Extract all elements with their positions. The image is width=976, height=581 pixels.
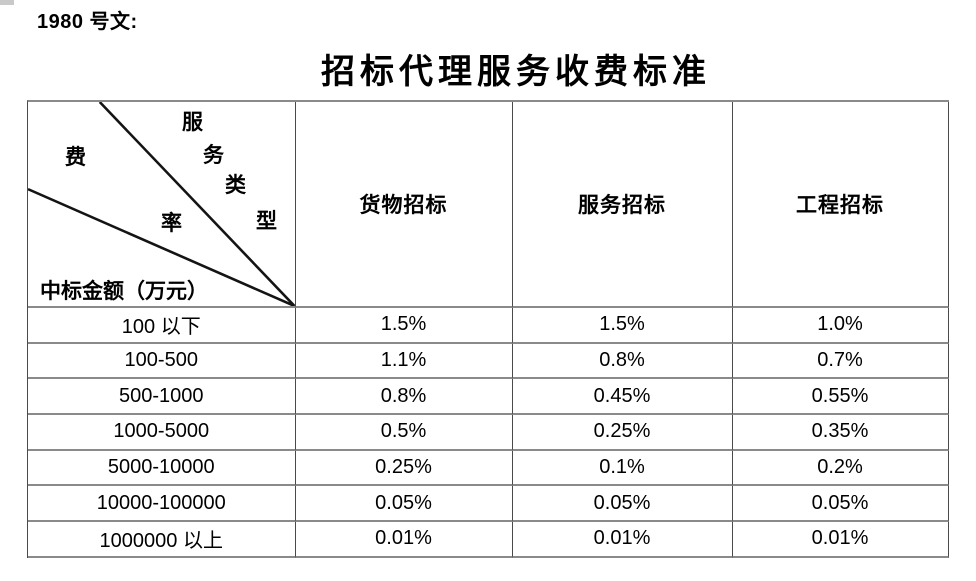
fee-standard-table: 服 务 类 型 费 率 中标金额（万元） 货物招标 服务招标 工程招标 100 … (27, 100, 949, 558)
row-amount-label: 1000-5000 (28, 415, 296, 451)
rate-project: 0.01% (732, 522, 949, 558)
rate-goods: 0.05% (295, 486, 513, 523)
rate-service: 0.8% (512, 343, 733, 380)
rate-project: 0.35% (732, 415, 949, 451)
column-header-goods: 货物招标 (295, 102, 513, 308)
rate-project: 1.0% (732, 308, 949, 344)
rate-service: 0.25% (512, 415, 733, 451)
scan-artifact-mark (0, 0, 14, 5)
rate-service: 0.05% (512, 486, 733, 523)
document-reference-number: 1980 号文: (37, 11, 138, 33)
rate-goods: 0.25% (295, 450, 513, 487)
row-amount-label: 100-500 (28, 343, 296, 380)
rate-project: 0.2% (732, 450, 949, 487)
row-amount-label: 100 以下 (28, 308, 296, 344)
corner-value-axis-char: 费 (65, 145, 86, 169)
corner-column-axis-char: 型 (256, 209, 277, 233)
rate-project: 0.7% (732, 343, 949, 380)
row-amount-label: 1000000 以上 (28, 522, 296, 558)
rate-project: 0.05% (732, 486, 949, 523)
rate-project: 0.55% (732, 379, 949, 416)
column-header-service: 服务招标 (512, 102, 733, 308)
rate-goods: 1.5% (295, 308, 513, 344)
corner-column-axis-char: 服 (182, 110, 203, 134)
rate-goods: 0.01% (295, 522, 513, 558)
table-corner-diagonal-cell: 服 务 类 型 费 率 中标金额（万元） (28, 102, 296, 308)
rate-goods: 1.1% (295, 343, 513, 380)
corner-value-axis-char: 率 (161, 211, 182, 235)
rate-service: 0.01% (512, 522, 733, 558)
corner-column-axis-char: 务 (203, 143, 224, 167)
rate-service: 1.5% (512, 308, 733, 344)
corner-row-axis-label: 中标金额（万元） (40, 279, 208, 303)
rate-service: 0.1% (512, 450, 733, 487)
rate-goods: 0.8% (295, 379, 513, 416)
row-amount-label: 10000-100000 (28, 486, 296, 523)
rate-service: 0.45% (512, 379, 733, 416)
column-header-project: 工程招标 (732, 102, 949, 308)
corner-column-axis-char: 类 (225, 173, 246, 197)
rate-goods: 0.5% (295, 415, 513, 451)
diagonal-divider-lines (28, 102, 295, 306)
row-amount-label: 5000-10000 (28, 450, 296, 487)
row-amount-label: 500-1000 (28, 379, 296, 416)
page-title: 招标代理服务收费标准 (321, 54, 711, 91)
